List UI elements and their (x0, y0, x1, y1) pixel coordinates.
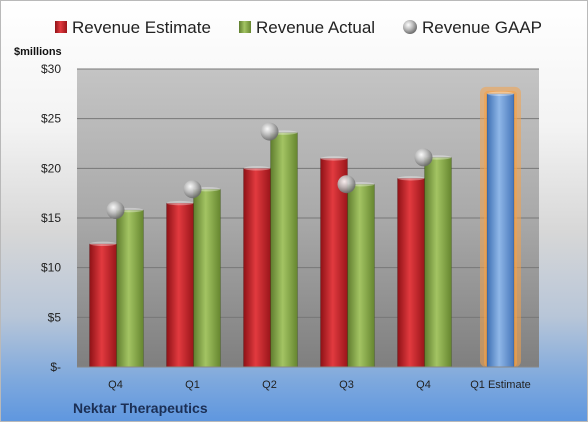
gaap-marker (183, 180, 202, 199)
legend-swatch-estimate (55, 21, 67, 33)
legend-swatch-gaap (403, 20, 417, 34)
y-tick-label: $10 (41, 261, 61, 275)
x-tick-label: Q1 (185, 379, 200, 391)
bar-estimate-body (397, 177, 425, 368)
gaap-markers (106, 122, 433, 220)
bar-estimate-body (89, 243, 117, 368)
bar-estimate (320, 156, 348, 368)
bar-estimate-cap (397, 176, 425, 181)
bar-actual (347, 182, 375, 368)
legend: Revenue Estimate Revenue Actual Revenue … (55, 18, 542, 37)
gaap-marker (260, 122, 279, 141)
gaap-marker (337, 175, 356, 194)
legend-label-estimate: Revenue Estimate (72, 18, 211, 37)
bar-actual (270, 130, 298, 368)
bar-estimate (166, 200, 194, 368)
bar-forecast-body (486, 93, 515, 368)
bar-estimate (89, 241, 117, 368)
bar-estimate-body (243, 168, 271, 368)
bar-actual-body (424, 157, 452, 368)
x-tick-label: Q4 (416, 379, 431, 391)
bar-actual (424, 155, 452, 368)
bar-estimate-cap (89, 241, 117, 247)
bar-forecast (486, 91, 515, 368)
x-tick-label: Q3 (339, 379, 354, 391)
legend-label-gaap: Revenue GAAP (422, 18, 542, 37)
bar-estimate (397, 176, 425, 368)
bar-actual-body (193, 188, 221, 368)
y-tick-label: $15 (41, 211, 61, 225)
y-tick-label: $25 (41, 112, 61, 126)
bar-actual (116, 207, 144, 368)
y-tick-label: $- (50, 360, 61, 374)
bar-forecast-cap (487, 91, 514, 97)
bar-estimate (243, 166, 271, 368)
legend-item-gaap: Revenue GAAP (403, 18, 542, 37)
bar-actual (193, 186, 221, 368)
company-name: Nektar Therapeutics (73, 400, 208, 416)
legend-swatch-actual (239, 21, 251, 33)
bar-estimate-cap (243, 166, 271, 171)
gaap-marker (106, 201, 125, 220)
bars (89, 91, 515, 368)
legend-item-actual: Revenue Actual (239, 18, 375, 37)
y-axis-ticks: $- $5 $10 $15 $20 $25 $30 (41, 62, 61, 374)
y-tick-label: $5 (48, 310, 62, 324)
bar-actual-body (347, 183, 375, 368)
bar-estimate-body (320, 158, 348, 368)
x-tick-label: Q1 Estimate (470, 379, 531, 391)
bar-actual-body (116, 209, 144, 368)
legend-item-estimate: Revenue Estimate (55, 18, 211, 37)
gridlines (77, 68, 539, 318)
bar-estimate-body (166, 202, 194, 368)
x-tick-label: Q2 (262, 379, 277, 391)
y-tick-label: $20 (41, 161, 61, 175)
gaap-marker (414, 148, 433, 167)
legend-label-actual: Revenue Actual (256, 18, 375, 37)
bar-estimate-cap (166, 200, 194, 206)
y-tick-label: $30 (41, 62, 61, 76)
bar-estimate-cap (320, 156, 348, 161)
y-axis-unit-label: $millions (14, 46, 62, 58)
x-axis-categories: Q4 Q1 Q2 Q3 Q4 Q1 Estimate (108, 379, 531, 391)
x-tick-label: Q4 (108, 379, 123, 391)
bar-actual-body (270, 132, 298, 368)
